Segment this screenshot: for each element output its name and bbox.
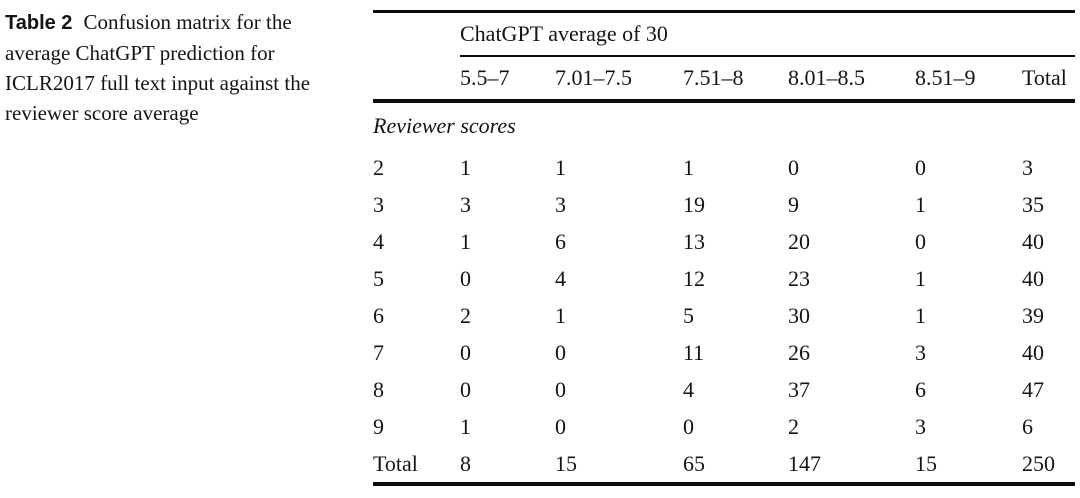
row-label: 7 bbox=[373, 339, 384, 365]
row-label: 4 bbox=[373, 228, 384, 254]
table-cell: 37 bbox=[788, 376, 810, 402]
table-cell: 6 bbox=[915, 376, 926, 402]
table-cell: 26 bbox=[788, 339, 810, 365]
table-cell: 40 bbox=[1022, 339, 1044, 365]
table-cell: 23 bbox=[788, 265, 810, 291]
table-cell: 1 bbox=[915, 265, 926, 291]
table-row: 4 1 6 13 20 0 40 bbox=[373, 223, 1075, 260]
table-cell: 0 bbox=[915, 228, 926, 254]
table-cell: 2 bbox=[460, 302, 471, 328]
table-cell: 15 bbox=[915, 450, 937, 476]
column-header: 8.01–8.5 bbox=[788, 65, 865, 90]
row-label: 3 bbox=[373, 191, 384, 217]
table-row: 7 0 0 11 26 3 40 bbox=[373, 334, 1075, 371]
table-cell: 1 bbox=[555, 302, 566, 328]
table-cell: 0 bbox=[555, 376, 566, 402]
table-cell: 40 bbox=[1022, 265, 1044, 291]
table-cell: 0 bbox=[460, 265, 471, 291]
table-cell: 9 bbox=[788, 191, 799, 217]
table-cell: 0 bbox=[915, 154, 926, 180]
table-cell: 0 bbox=[683, 413, 694, 439]
table-row: 2 1 1 1 0 0 3 bbox=[373, 149, 1075, 186]
table-cell: 1 bbox=[460, 154, 471, 180]
row-label: 2 bbox=[373, 154, 384, 180]
table-cell: 35 bbox=[1022, 191, 1044, 217]
table-cell: 5 bbox=[683, 302, 694, 328]
confusion-matrix-table: ChatGPT average of 30 5.5–7 7.01–7.5 7.5… bbox=[373, 10, 1075, 486]
table-cell: 8 bbox=[460, 450, 471, 476]
row-label: 8 bbox=[373, 376, 384, 402]
table-cell: 2 bbox=[788, 413, 799, 439]
table-spanner-row: ChatGPT average of 30 bbox=[373, 13, 1075, 57]
table-cell: 1 bbox=[555, 154, 566, 180]
table-cell: 0 bbox=[460, 339, 471, 365]
table-cell: 0 bbox=[788, 154, 799, 180]
table-cell: 0 bbox=[460, 376, 471, 402]
table-cell: 3 bbox=[555, 191, 566, 217]
table-row: 3 3 3 19 9 1 35 bbox=[373, 186, 1075, 223]
column-header: 7.01–7.5 bbox=[555, 65, 632, 90]
row-label: 5 bbox=[373, 265, 384, 291]
table-cell: 15 bbox=[555, 450, 577, 476]
table-cell: 1 bbox=[683, 154, 694, 180]
table-cell: 1 bbox=[460, 228, 471, 254]
table-cell: 13 bbox=[683, 228, 705, 254]
table-cell: 147 bbox=[788, 450, 821, 476]
table-cell: 12 bbox=[683, 265, 705, 291]
row-label: 9 bbox=[373, 413, 384, 439]
column-header-total: Total bbox=[1022, 65, 1067, 90]
table-cell: 250 bbox=[1022, 450, 1055, 476]
table-cell: 0 bbox=[555, 413, 566, 439]
table-cell: 65 bbox=[683, 450, 705, 476]
table-cell: 6 bbox=[1022, 413, 1033, 439]
table-cell: 6 bbox=[555, 228, 566, 254]
table-cell: 39 bbox=[1022, 302, 1044, 328]
header-spacer-cell bbox=[373, 57, 460, 99]
table-cell: 47 bbox=[1022, 376, 1044, 402]
table-cell: 20 bbox=[788, 228, 810, 254]
table-cell: 1 bbox=[915, 191, 926, 217]
table-caption-text: Confusion matrix for the average ChatGPT… bbox=[5, 10, 311, 125]
row-label: 6 bbox=[373, 302, 384, 328]
table-cell: 11 bbox=[683, 339, 705, 365]
table-row-total: Total 8 15 65 147 15 250 bbox=[373, 445, 1075, 482]
table-cell: 19 bbox=[683, 191, 705, 217]
table-cell: 3 bbox=[1022, 154, 1033, 180]
table-row: 6 2 1 5 30 1 39 bbox=[373, 297, 1075, 334]
table-cell: 1 bbox=[915, 302, 926, 328]
column-header: 8.51–9 bbox=[915, 65, 976, 90]
table-cell: 3 bbox=[915, 339, 926, 365]
table-caption: Table 2 Confusion matrix for the average … bbox=[5, 7, 345, 128]
table-header-row: 5.5–7 7.01–7.5 7.51–8 8.01–8.5 8.51–9 To… bbox=[373, 57, 1075, 103]
table-cell: 40 bbox=[1022, 228, 1044, 254]
table-cell: 1 bbox=[460, 413, 471, 439]
column-header: 5.5–7 bbox=[460, 65, 510, 90]
table-cell: 0 bbox=[555, 339, 566, 365]
row-label-total: Total bbox=[373, 450, 418, 476]
table-spanner-heading: ChatGPT average of 30 bbox=[460, 13, 1075, 57]
table-cell: 4 bbox=[555, 265, 566, 291]
table-cell: 4 bbox=[683, 376, 694, 402]
table-cell: 30 bbox=[788, 302, 810, 328]
spanner-spacer-cell bbox=[373, 13, 460, 57]
column-header: 7.51–8 bbox=[683, 65, 744, 90]
table-row: 5 0 4 12 23 1 40 bbox=[373, 260, 1075, 297]
row-group-header: Reviewer scores bbox=[373, 103, 1075, 149]
table-cell: 3 bbox=[915, 413, 926, 439]
table-row: 8 0 0 4 37 6 47 bbox=[373, 371, 1075, 408]
table-caption-label: Table 2 bbox=[5, 12, 73, 34]
table-row: 9 1 0 0 2 3 6 bbox=[373, 408, 1075, 445]
table-cell: 3 bbox=[460, 191, 471, 217]
row-group-label: Reviewer scores bbox=[373, 113, 516, 138]
